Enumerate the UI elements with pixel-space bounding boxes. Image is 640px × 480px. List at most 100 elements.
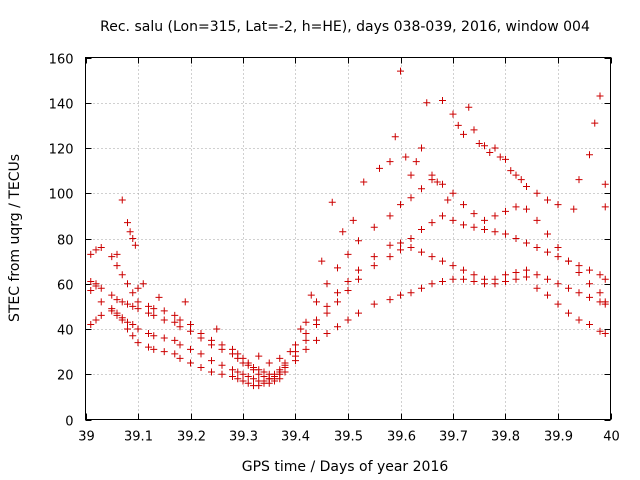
data-point: [286, 348, 294, 356]
data-point: [187, 327, 194, 335]
data-point: [229, 373, 236, 381]
data-point: [134, 325, 142, 333]
data-point: [412, 158, 420, 166]
data-point: [460, 221, 467, 229]
data-point: [87, 277, 95, 285]
data-point: [565, 257, 572, 265]
data-point: [601, 275, 609, 283]
data-point: [171, 311, 179, 319]
data-point: [565, 284, 572, 292]
data-point: [428, 219, 436, 227]
data-point: [544, 230, 551, 238]
data-point: [108, 253, 116, 261]
data-point: [439, 277, 446, 285]
data-point: [481, 275, 488, 283]
data-point: [349, 216, 357, 224]
data-point: [596, 289, 604, 297]
data-point: [239, 359, 247, 367]
data-point: [460, 275, 467, 283]
data-point: [124, 325, 131, 333]
x-tick-label: 39: [78, 430, 95, 445]
data-point: [601, 203, 609, 211]
grid-lines: [85, 57, 611, 420]
data-point: [239, 377, 247, 385]
y-tick-label: 20: [57, 369, 74, 384]
data-point: [376, 164, 383, 172]
data-point: [197, 363, 205, 371]
data-point: [87, 287, 95, 295]
data-point: [601, 330, 609, 338]
data-point: [218, 361, 226, 369]
data-point: [318, 257, 326, 265]
data-point: [213, 325, 221, 333]
y-tick-label: 80: [57, 234, 74, 249]
data-point: [481, 142, 488, 150]
data-point: [470, 277, 478, 285]
data-point: [292, 341, 299, 349]
data-point: [586, 293, 593, 301]
data-point: [355, 275, 362, 283]
data-point: [449, 262, 457, 270]
data-point: [370, 262, 378, 270]
data-point: [328, 198, 336, 206]
data-point: [449, 110, 457, 118]
data-point: [523, 239, 530, 247]
axis-ticks: [85, 57, 612, 421]
data-point: [481, 216, 488, 224]
data-point: [407, 171, 415, 179]
x-tick-label: 39.8: [491, 430, 520, 445]
data-point: [355, 266, 362, 274]
data-point: [575, 176, 583, 184]
data-point: [502, 155, 509, 163]
data-point: [129, 320, 137, 328]
data-point: [391, 133, 399, 141]
data-point: [407, 235, 415, 242]
data-point: [92, 246, 100, 254]
data-point: [407, 244, 415, 252]
data-point: [297, 325, 305, 333]
y-tick-labels: 0 20 40 60 80 100 120 140 160: [49, 53, 74, 430]
data-point: [313, 336, 320, 344]
data-point: [113, 309, 121, 317]
data-point: [118, 196, 126, 204]
data-point: [208, 368, 215, 376]
data-point: [344, 250, 352, 258]
data-point: [397, 291, 404, 299]
data-point: [596, 327, 604, 335]
data-point: [596, 271, 604, 279]
data-point: [460, 266, 467, 274]
data-point: [160, 348, 168, 356]
data-point: [470, 210, 478, 218]
data-point: [126, 228, 134, 236]
data-point: [250, 366, 257, 374]
data-point: [586, 151, 593, 159]
x-tick-label: 39.6: [387, 430, 416, 445]
data-point: [108, 305, 116, 313]
y-tick-label: 60: [57, 279, 74, 294]
data-point: [124, 219, 131, 227]
data-point: [554, 244, 562, 252]
data-point: [397, 201, 404, 209]
data-point: [475, 139, 483, 147]
x-tick-label: 39.7: [439, 430, 468, 445]
x-tick-label: 39.3: [229, 430, 258, 445]
y-tick-label: 120: [49, 143, 74, 158]
data-point: [124, 280, 131, 288]
data-point: [118, 271, 126, 279]
data-point: [554, 201, 562, 209]
data-point: [418, 225, 425, 233]
data-point: [502, 230, 509, 238]
data-point: [234, 354, 242, 362]
data-point: [171, 318, 179, 326]
data-point: [108, 291, 116, 299]
data-point: [491, 275, 499, 283]
data-point: [512, 268, 520, 276]
data-point: [129, 289, 137, 297]
data-point: [334, 289, 341, 297]
data-point: [360, 178, 368, 186]
x-tick-label: 39.9: [544, 430, 573, 445]
data-point: [145, 302, 152, 310]
data-point: [176, 341, 184, 349]
data-point: [512, 171, 520, 179]
